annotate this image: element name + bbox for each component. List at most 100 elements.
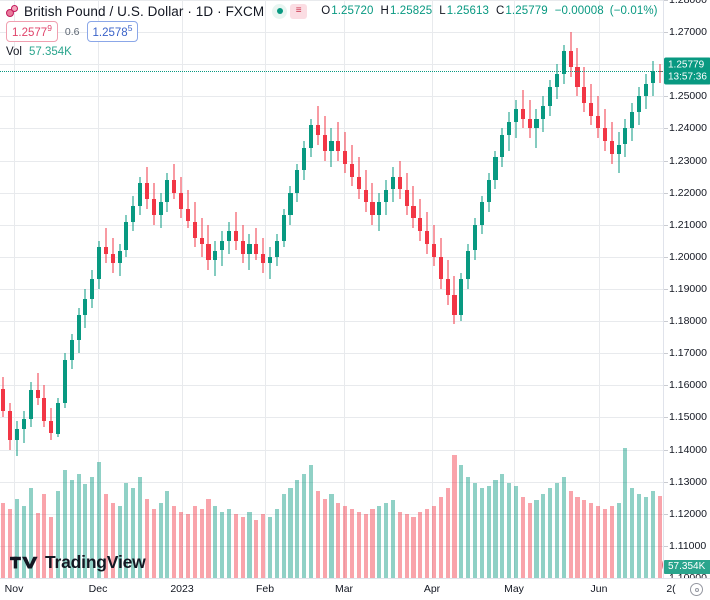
candlestick <box>630 0 635 578</box>
tradingview-brand-text: TradingView <box>45 552 146 572</box>
legend-main-row: British Pound / U.S. Dollar · 1D · FXCM … <box>6 2 659 20</box>
visibility-dot-icon[interactable] <box>272 3 288 19</box>
candle-body <box>575 67 580 87</box>
candlestick <box>343 0 348 578</box>
candle-wick <box>522 89 524 129</box>
candle-body <box>650 70 655 84</box>
candlestick <box>418 0 423 578</box>
volume-bar <box>179 511 184 578</box>
price-axis-tick-label: 1.14000 <box>669 443 707 456</box>
volume-bar <box>527 502 532 578</box>
candle-body <box>541 106 546 119</box>
candlestick <box>151 0 156 578</box>
grid-line-vertical <box>265 0 266 578</box>
volume-bar <box>397 511 402 578</box>
volume-bar <box>267 517 273 578</box>
candlestick <box>609 0 614 578</box>
volume-value: 57.354K <box>29 45 72 58</box>
symbol-title[interactable]: British Pound / U.S. Dollar · 1D · FXCM <box>24 3 265 19</box>
candle-body <box>179 192 184 209</box>
candlestick <box>548 0 553 578</box>
candle-body <box>158 202 163 216</box>
candlestick <box>247 0 252 578</box>
candle-body <box>431 244 437 257</box>
volume-bar <box>602 508 607 578</box>
chart-pane[interactable] <box>0 0 663 579</box>
volume-bar <box>411 517 416 578</box>
candlestick <box>213 0 218 578</box>
volume-bar <box>315 491 320 578</box>
volume-bar <box>377 505 382 578</box>
candle-body <box>554 73 560 87</box>
volume-price-tag: 57.354K <box>664 560 710 574</box>
candlestick <box>589 0 594 578</box>
volume-bar <box>308 465 314 578</box>
volume-bar <box>302 474 307 578</box>
grid-line-horizontal <box>0 192 663 194</box>
price-axis-tick-label: 1.23000 <box>669 154 707 167</box>
volume-bar <box>62 469 67 578</box>
candle-body <box>445 279 450 296</box>
candle-body <box>302 147 307 171</box>
volume-bar <box>336 502 341 578</box>
volume-bar <box>288 488 293 578</box>
close-label: C <box>496 5 505 17</box>
candlestick <box>534 0 539 578</box>
volume-bar <box>220 511 225 578</box>
grid-line-horizontal <box>0 32 663 34</box>
volume-bar <box>466 476 471 578</box>
volume-label[interactable]: Vol <box>6 45 22 58</box>
candle-body <box>206 244 211 261</box>
volume-bar <box>233 514 238 578</box>
candlestick <box>220 0 225 578</box>
price-axis[interactable]: 1.25779 13:57:36 57.354K 1.28000 1.27000 1… <box>663 0 710 584</box>
volume-bar <box>438 497 443 578</box>
candlestick <box>541 0 546 578</box>
candlestick <box>15 0 20 578</box>
volume-bar <box>445 488 450 578</box>
volume-bar <box>192 505 197 578</box>
volume-bar <box>124 482 129 578</box>
price-axis-tick-label: 1.12000 <box>669 507 707 520</box>
grid-line-vertical <box>344 0 345 578</box>
volume-bar <box>213 505 218 578</box>
candle-body <box>247 244 252 254</box>
volume-bar <box>343 505 348 578</box>
timezone-clock-icon[interactable] <box>690 583 703 596</box>
ask-price-value: 1.2578 <box>92 26 128 39</box>
volume-bar <box>582 500 587 578</box>
volume-bar <box>281 494 286 578</box>
candlestick <box>643 0 648 578</box>
candlestick <box>466 0 471 578</box>
price-axis-tick-mark <box>664 32 668 34</box>
price-axis-tick-mark <box>664 513 668 515</box>
volume-bar <box>35 513 40 578</box>
candle-body <box>589 102 594 116</box>
candle-wick <box>269 247 271 280</box>
volume-bar <box>21 505 26 578</box>
bid-price-box[interactable]: 1.25779 <box>6 21 58 42</box>
candle-body <box>42 398 47 421</box>
candle-body <box>561 51 566 74</box>
candlestick <box>623 0 628 578</box>
candlestick <box>561 0 566 578</box>
time-axis-tick-label: May <box>504 583 524 595</box>
candlestick <box>507 0 512 578</box>
candlestick <box>124 0 129 578</box>
close-value: 1.25779 <box>505 5 548 17</box>
candle-body <box>21 419 26 429</box>
volume-bar <box>165 491 170 578</box>
candle-body <box>110 253 115 264</box>
candle-body <box>322 134 327 151</box>
candle-body <box>192 221 197 238</box>
ohlc-values: O1.25720 H1.25825 L1.25613 C1.25779 −0.00008… <box>321 5 658 17</box>
candle-body <box>56 403 61 434</box>
ask-price-box[interactable]: 1.25785 <box>86 21 139 42</box>
time-axis[interactable]: Nov Dec 2023 Feb Mar Apr May Jun 2( <box>0 578 710 600</box>
candle-body <box>185 208 190 222</box>
candle-body <box>199 237 204 244</box>
candle-body <box>138 183 143 206</box>
candle-body <box>76 314 81 341</box>
candlestick <box>103 0 108 578</box>
equalizer-icon[interactable]: ≡ <box>290 3 308 19</box>
